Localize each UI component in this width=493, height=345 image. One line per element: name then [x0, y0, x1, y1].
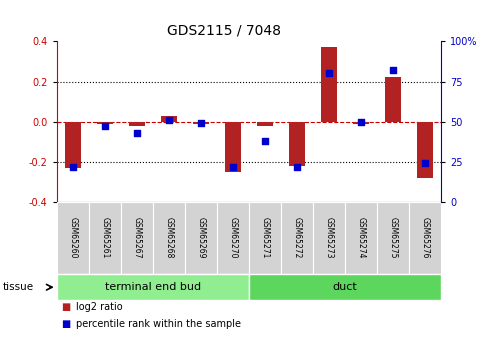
Bar — [97, 121, 113, 124]
Point — [261, 138, 269, 144]
Text: GSM65267: GSM65267 — [132, 217, 141, 259]
Text: GSM65260: GSM65260 — [68, 217, 77, 259]
Bar — [409, 202, 441, 274]
Point — [357, 119, 365, 124]
Point — [325, 71, 333, 76]
Point — [421, 160, 429, 166]
Bar — [249, 274, 441, 300]
Text: percentile rank within the sample: percentile rank within the sample — [76, 319, 242, 329]
Bar — [281, 202, 313, 274]
Bar — [65, 121, 81, 168]
Bar — [417, 121, 433, 178]
Text: GSM65269: GSM65269 — [196, 217, 206, 259]
Point — [165, 117, 173, 123]
Bar — [57, 202, 89, 274]
Text: GSM65275: GSM65275 — [388, 217, 398, 259]
Bar — [377, 202, 409, 274]
Text: GSM65270: GSM65270 — [228, 217, 238, 259]
Bar — [289, 121, 305, 166]
Text: duct: duct — [333, 282, 357, 292]
Bar — [161, 116, 177, 121]
Point — [197, 120, 205, 126]
Text: tissue: tissue — [2, 282, 34, 292]
Bar — [57, 274, 249, 300]
Text: GSM65271: GSM65271 — [260, 217, 270, 259]
Bar — [257, 121, 273, 126]
Text: GSM65261: GSM65261 — [100, 217, 109, 259]
Text: terminal end bud: terminal end bud — [105, 282, 201, 292]
Bar — [225, 121, 241, 172]
Text: GSM65273: GSM65273 — [324, 217, 334, 259]
Text: ■: ■ — [62, 302, 71, 312]
Point — [293, 164, 301, 169]
Bar — [185, 202, 217, 274]
Text: GSM65268: GSM65268 — [164, 217, 174, 259]
Point — [229, 164, 237, 169]
Bar — [321, 47, 337, 121]
Text: GSM65274: GSM65274 — [356, 217, 366, 259]
Bar — [217, 202, 249, 274]
Point — [389, 68, 397, 73]
Point — [133, 130, 141, 136]
Bar — [249, 202, 281, 274]
Text: log2 ratio: log2 ratio — [76, 302, 123, 312]
Text: GSM65272: GSM65272 — [292, 217, 302, 259]
Bar — [353, 121, 369, 124]
Bar — [129, 121, 145, 126]
Point — [69, 164, 77, 169]
Bar — [313, 202, 345, 274]
Bar — [153, 202, 185, 274]
Bar — [121, 202, 153, 274]
Bar — [193, 121, 209, 124]
Bar — [89, 202, 121, 274]
Point — [101, 124, 108, 129]
Bar — [385, 78, 401, 121]
Text: GDS2115 / 7048: GDS2115 / 7048 — [167, 24, 282, 38]
Text: GSM65276: GSM65276 — [421, 217, 430, 259]
Bar — [345, 202, 377, 274]
Text: ■: ■ — [62, 319, 71, 329]
